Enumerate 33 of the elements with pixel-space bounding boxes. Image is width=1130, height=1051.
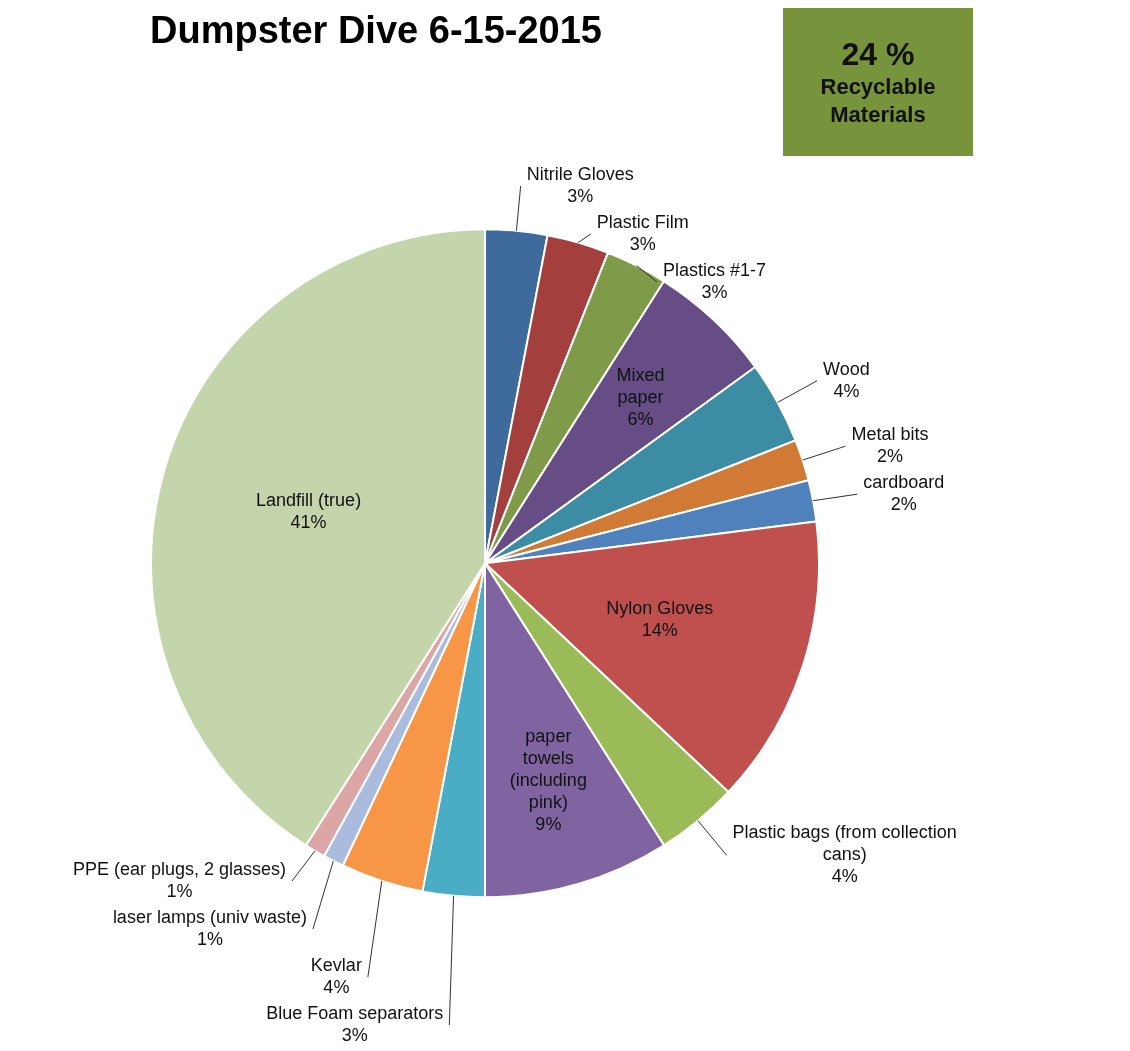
text: Recyclable Materials — [819, 73, 937, 128]
data-label: 2% — [876, 446, 903, 467]
slice-label: Plastic bags (from collection cans) — [732, 822, 957, 865]
data-label: 4% — [833, 380, 860, 401]
slice-label: Plastics #1-7 — [663, 259, 767, 280]
data-label: 3% — [567, 185, 594, 206]
slice-label: PPE (ear plugs, 2 glasses) — [72, 858, 287, 879]
data-label: 14% — [641, 620, 678, 641]
chart-title: Dumpster Dive 6-15-2015 — [150, 9, 602, 52]
data-label: 4% — [831, 866, 858, 887]
slice-label: Mixed paper — [616, 364, 665, 407]
slice-label: Nylon Gloves — [606, 598, 714, 619]
slice-label: Metal bits — [851, 424, 929, 445]
slice-label: paper towels (including pink) — [509, 726, 587, 813]
data-label: 4% — [323, 976, 350, 997]
slice-label: Wood — [823, 358, 870, 379]
data-label: 3% — [341, 1024, 368, 1045]
data-label: 3% — [701, 281, 728, 302]
slice-label: Blue Foam separators — [266, 1002, 444, 1023]
data-label: 3% — [629, 233, 656, 254]
slice-label: cardboard — [863, 472, 945, 493]
slice-label: laser lamps (univ waste) — [112, 906, 307, 927]
slice-label: Nitrile Gloves — [526, 163, 634, 184]
data-label: 6% — [627, 408, 654, 429]
slice-label: Landfill (true) — [256, 490, 362, 511]
slice-label: Kevlar — [310, 954, 362, 975]
data-label: 41% — [290, 512, 327, 533]
data-label: 1% — [166, 880, 193, 901]
data-label: 2% — [890, 494, 917, 515]
data-label: 9% — [535, 814, 562, 835]
data-label: 1% — [196, 928, 223, 949]
slice-label: Plastic Film — [596, 211, 689, 232]
text: 24 % — [841, 36, 915, 73]
